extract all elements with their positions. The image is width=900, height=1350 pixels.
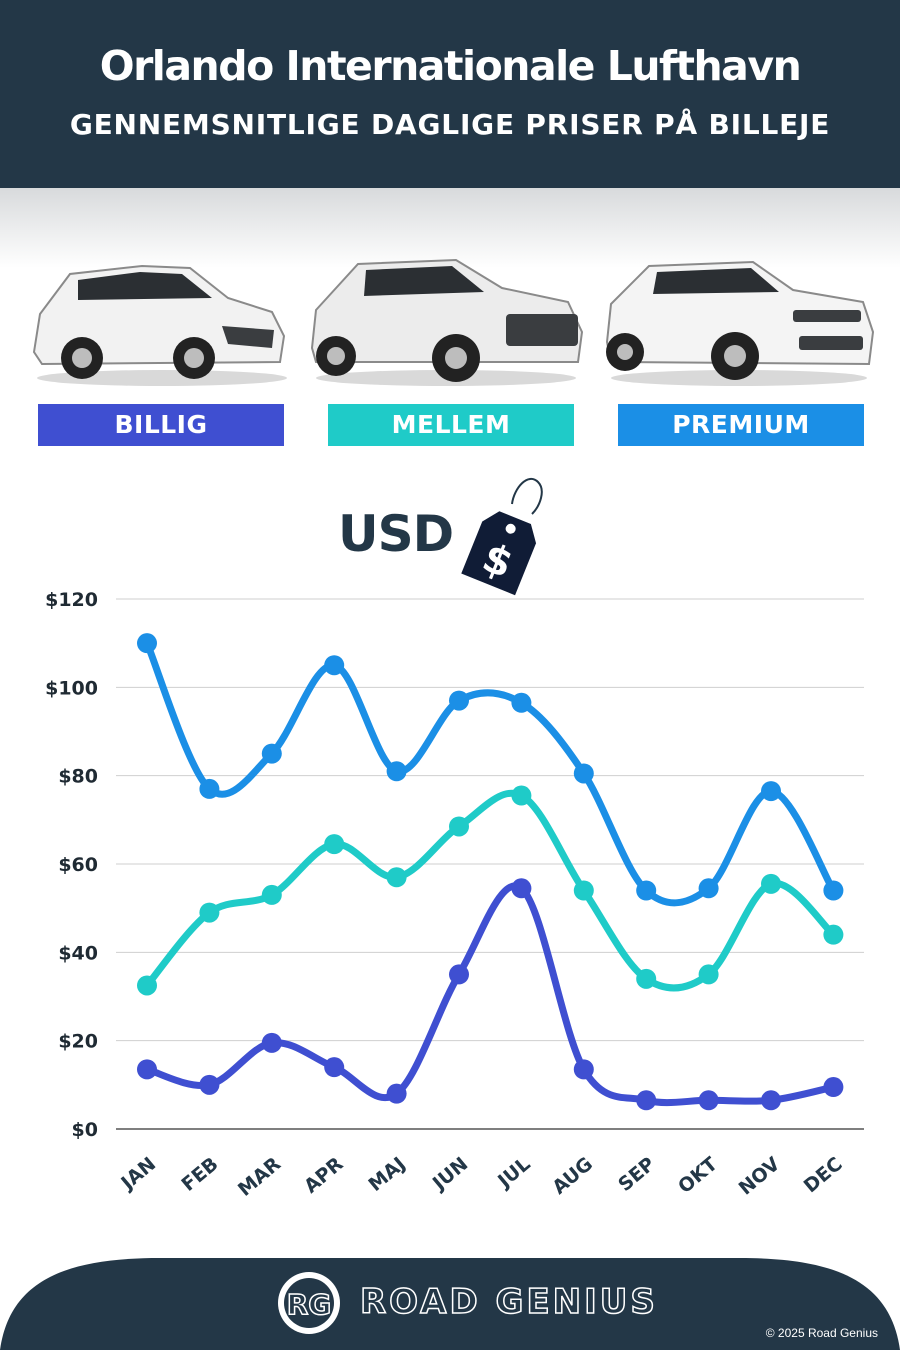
data-point — [324, 1057, 345, 1078]
data-point — [449, 690, 469, 711]
data-point — [386, 1083, 407, 1104]
copyright-text: © 2025 Road Genius — [765, 1326, 878, 1340]
series-mellem — [137, 785, 844, 996]
y-tick-label: $120 — [45, 589, 98, 611]
hatchback-car-image — [32, 264, 287, 386]
data-point — [261, 1032, 282, 1053]
x-tick-label: JUN — [427, 1153, 472, 1196]
y-axis: $120 $100 $80 $60 $40 $20 $0 — [45, 589, 98, 1141]
y-tick-label: $100 — [45, 677, 98, 699]
premium-suv-car-image — [605, 260, 875, 386]
suv-car-image — [310, 258, 584, 386]
data-point — [573, 1059, 594, 1080]
x-tick-label: MAR — [234, 1153, 285, 1201]
x-tick-label: AUG — [548, 1153, 597, 1199]
data-point — [386, 867, 407, 888]
data-point — [698, 964, 719, 985]
logo-icon: RG — [287, 1288, 332, 1321]
data-point — [137, 633, 157, 654]
data-point — [261, 743, 282, 764]
page-subtitle: GENNEMSNITLIGE DAGLIGE PRISER PÅ BILLEJE — [69, 108, 831, 141]
y-tick-label: $20 — [58, 1031, 98, 1053]
data-point — [449, 964, 469, 985]
data-point — [761, 1090, 781, 1111]
x-tick-label: FEB — [177, 1153, 222, 1196]
page-title: Orlando Internationale Lufthavn — [99, 42, 802, 90]
y-tick-label: $60 — [58, 854, 98, 876]
x-tick-label: NOV — [735, 1153, 785, 1200]
data-point — [823, 1077, 844, 1098]
data-point — [511, 692, 532, 713]
chart-series — [137, 633, 844, 1111]
data-point — [199, 778, 220, 799]
brand-name: ROAD GENIUS — [359, 1281, 658, 1323]
data-point — [573, 763, 594, 784]
x-axis: JAN FEB MAR APR MAJ JUN JUL AUG SEP OKT NOV DEC — [116, 1153, 847, 1201]
series-line — [143, 639, 837, 907]
data-point — [386, 761, 407, 782]
header-shadow — [0, 188, 900, 268]
data-point — [573, 880, 594, 901]
data-point — [199, 1074, 220, 1095]
y-tick-label: $0 — [72, 1119, 98, 1141]
data-point — [511, 878, 532, 899]
data-point — [636, 1090, 657, 1111]
data-point — [199, 902, 220, 923]
data-point — [636, 968, 657, 989]
data-point — [137, 1059, 157, 1080]
x-tick-label: SEP — [614, 1153, 659, 1196]
series-premium — [137, 633, 844, 907]
data-point — [137, 975, 157, 996]
data-point — [324, 655, 345, 676]
x-tick-label: APR — [300, 1153, 348, 1198]
series-billig — [137, 878, 844, 1111]
data-point — [698, 878, 719, 899]
currency-label: USD — [338, 505, 454, 563]
data-point — [823, 924, 844, 945]
chart-grid — [116, 598, 864, 1130]
data-point — [324, 834, 345, 855]
data-point — [636, 880, 657, 901]
category-badge-premium: PREMIUM — [618, 404, 864, 446]
x-tick-label: JAN — [116, 1153, 161, 1195]
data-point — [261, 884, 282, 905]
data-point — [823, 880, 844, 901]
series-line — [143, 882, 837, 1107]
category-badge-billig: BILLIG — [38, 404, 284, 446]
data-point — [698, 1090, 719, 1111]
category-badge-mellem: MELLEM — [328, 404, 574, 446]
footer: RG — [0, 1258, 900, 1350]
x-tick-label: MAJ — [365, 1153, 410, 1196]
y-tick-label: $40 — [58, 942, 98, 964]
header: Orlando Internationale Lufthavn GENNEMSN… — [0, 0, 900, 188]
data-point — [761, 781, 781, 802]
x-tick-label: OKT — [674, 1153, 722, 1198]
data-point — [761, 873, 781, 894]
x-tick-label: JUL — [492, 1153, 534, 1193]
data-point — [511, 785, 532, 806]
y-tick-label: $80 — [58, 766, 98, 788]
x-tick-label: DEC — [800, 1153, 847, 1197]
price-line-chart: $120 $100 $80 $60 $40 $20 $0 JAN FEB MAR APR MAJ JU… — [45, 589, 864, 1201]
data-point — [449, 816, 469, 837]
price-tag-icon: $ — [461, 477, 543, 596]
series-line — [143, 789, 837, 992]
